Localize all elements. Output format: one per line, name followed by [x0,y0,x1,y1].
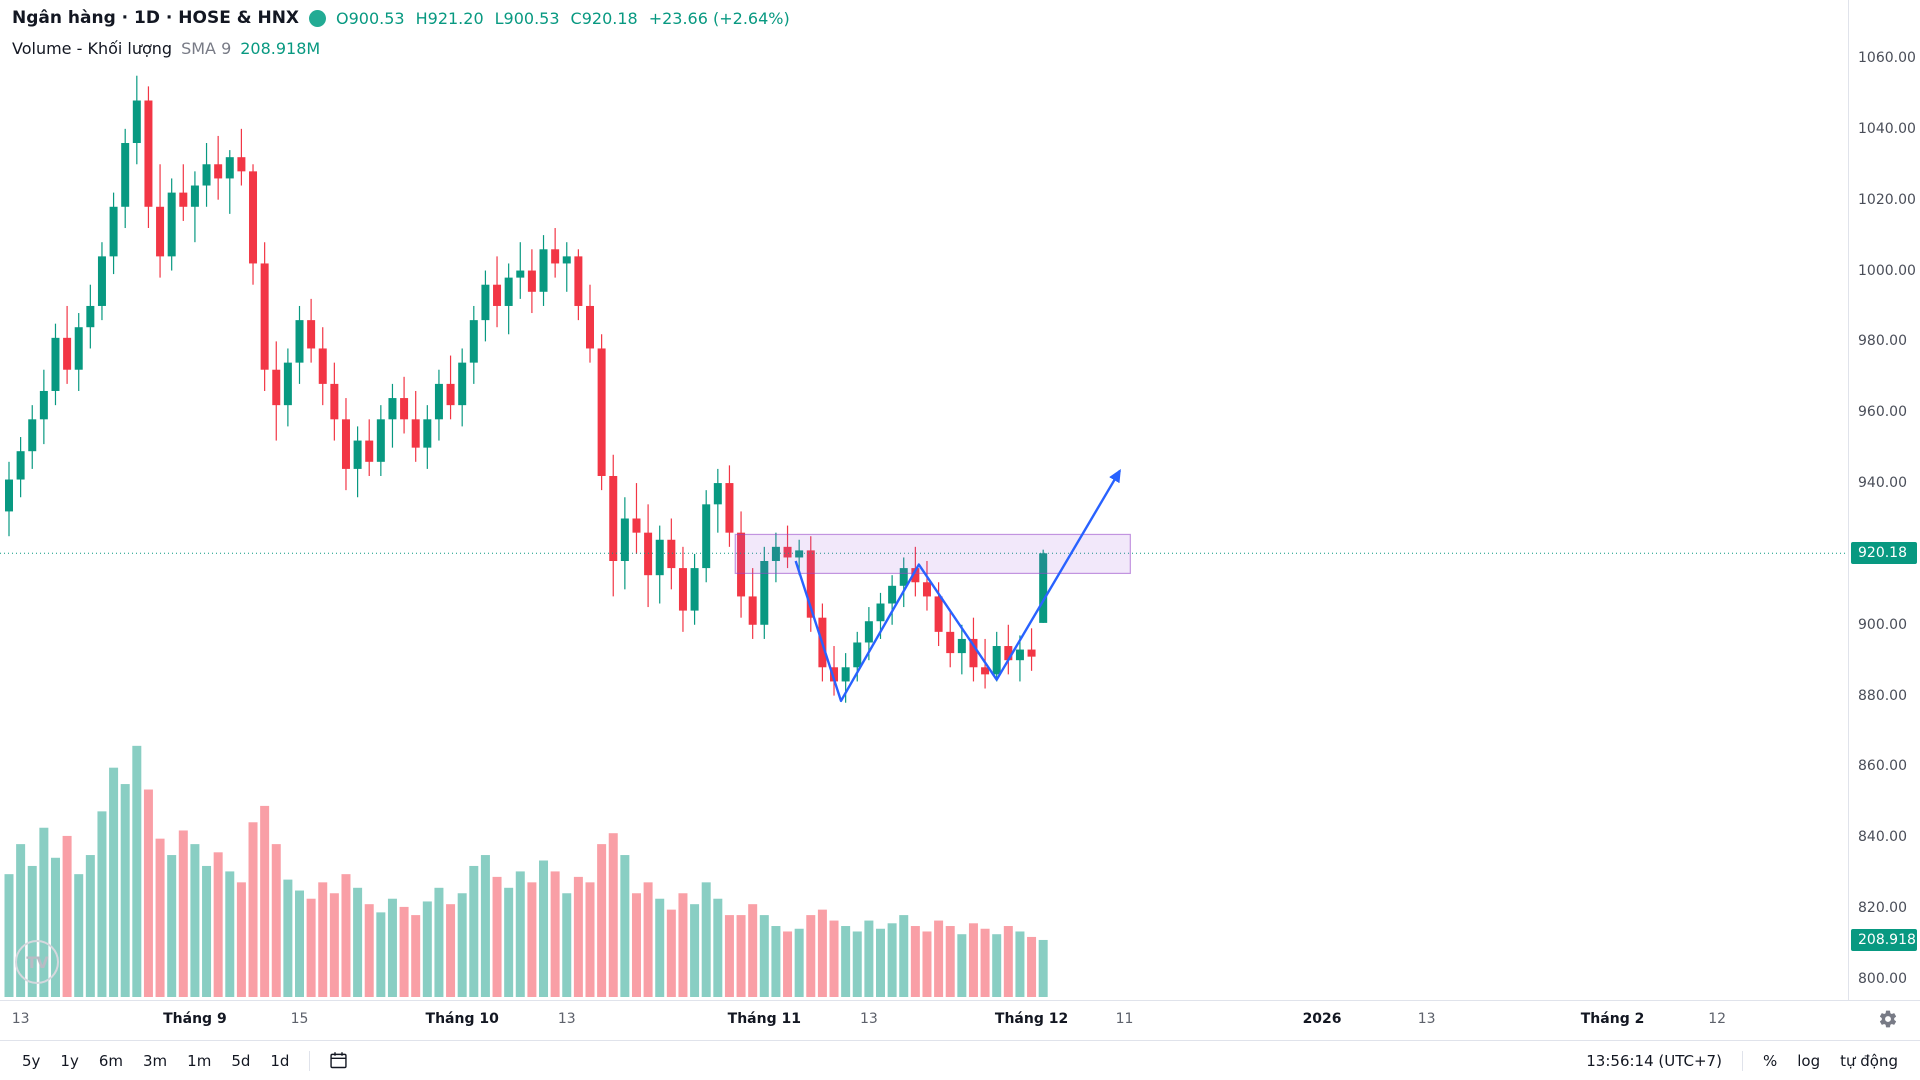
volume-value-text: 208.918M [1858,931,1920,948]
candlestick-chart[interactable] [0,0,1848,1000]
price-tick: 1060.00 [1858,50,1916,66]
time-tick: 13 [11,1011,30,1027]
range-button-1d[interactable]: 1d [270,1051,290,1070]
high-value: H921.20 [415,8,484,28]
time-tick: 2026 [1302,1011,1342,1027]
open-value: O900.53 [336,8,405,28]
time-axis-settings[interactable] [1878,1009,1898,1033]
price-tick: 880.00 [1858,687,1907,704]
volume-value-label: 208.918M [1851,928,1920,951]
price-tick: 940.00 [1858,475,1907,492]
ohlc-values: O900.53 H921.20 L900.53 C920.18 +23.66 (… [336,9,790,28]
price-tick: 800.00 [1858,971,1907,987]
symbol-legend-row: Ngân hàng · 1D · HOSE & HNX O900.53 H921… [12,8,790,28]
time-tick: 13 [859,1011,878,1027]
change-value: +23.66 (+2.64%) [648,8,790,28]
price-tick: 820.00 [1858,900,1907,917]
price-tick: 1040.00 [1858,120,1916,137]
toolbar-divider [309,1050,311,1071]
price-tick: 980.00 [1858,333,1907,350]
time-tick: Tháng 9 [163,1011,227,1027]
indicator-name[interactable]: Volume - Khối lượng [12,39,173,58]
time-tick: 13 [557,1011,576,1027]
price-tick: 1020.00 [1858,191,1916,208]
time-axis[interactable]: 13 Tháng 9 15 Tháng 10 13 Tháng 11 13 Tháng 12 1… [0,1000,1920,1040]
close-value: C920.18 [570,8,638,28]
log-scale-button[interactable]: log [1797,1051,1821,1070]
price-axis[interactable]: 1060.00 1040.00 1020.00 1000.00 980.00 960.00… [1848,0,1920,1000]
symbol-title[interactable]: Ngân hàng · 1D · HOSE & HNX [12,8,300,28]
time-tick: Tháng 10 [425,1011,499,1027]
indicator-params: SMA 9 [181,39,232,58]
last-price-label: 920.18 [1851,542,1917,565]
clock-label[interactable]: 13:56:14 (UTC+7) [1586,1051,1722,1070]
supply-zone-rectangle [734,533,1131,575]
price-tick: 1000.00 [1858,262,1916,279]
legend: Ngân hàng · 1D · HOSE & HNX O900.53 H921… [12,8,790,58]
tradingview-logo-text: TV [26,952,48,972]
last-price-text: 920.18 [1858,545,1907,562]
toolbar-right-group: 13:56:14 (UTC+7) % log tự động [1576,1049,1908,1073]
calendar-icon [330,1052,348,1069]
volume-bars [4,745,1048,997]
bottom-toolbar: 5y 1y 6m 3m 1m 5d 1d 13:56:14 (UTC+7) % … [0,1040,1920,1080]
time-tick: Tháng 12 [994,1011,1069,1027]
candles [5,75,1048,703]
gear-icon [1879,1010,1897,1028]
time-tick: 13 [1417,1011,1436,1027]
range-button-6m[interactable]: 6m [98,1051,123,1070]
time-tick: 11 [1115,1011,1134,1027]
indicator-legend-row: Volume - Khối lượng SMA 9 208.918M [12,39,790,58]
tradingview-logo[interactable]: TV [15,940,59,984]
range-button-5y[interactable]: 5y [22,1051,41,1070]
time-tick: Tháng 2 [1580,1011,1645,1027]
price-tick: 860.00 [1858,758,1907,775]
time-tick: 15 [290,1011,309,1027]
time-tick: Tháng 11 [727,1011,801,1027]
go-to-date-button[interactable] [320,1048,357,1073]
toolbar-divider [1741,1050,1743,1071]
trend-arrow [794,468,1121,703]
percent-scale-button[interactable]: % [1762,1051,1778,1070]
low-value: L900.53 [494,8,560,28]
source-dot-icon [309,9,327,27]
range-button-3m[interactable]: 3m [143,1051,168,1070]
price-tick: 840.00 [1858,829,1907,846]
range-button-5d[interactable]: 5d [231,1051,251,1070]
indicator-value: 208.918M [240,39,321,58]
price-tick: 960.00 [1858,404,1907,421]
auto-scale-button[interactable]: tự động [1840,1051,1898,1070]
time-tick: 12 [1708,1011,1727,1027]
price-tick: 900.00 [1858,616,1907,633]
range-button-1y[interactable]: 1y [60,1051,79,1070]
range-button-1m[interactable]: 1m [187,1051,212,1070]
chart-area[interactable]: Ngân hàng · 1D · HOSE & HNX O900.53 H921… [0,0,1848,1000]
